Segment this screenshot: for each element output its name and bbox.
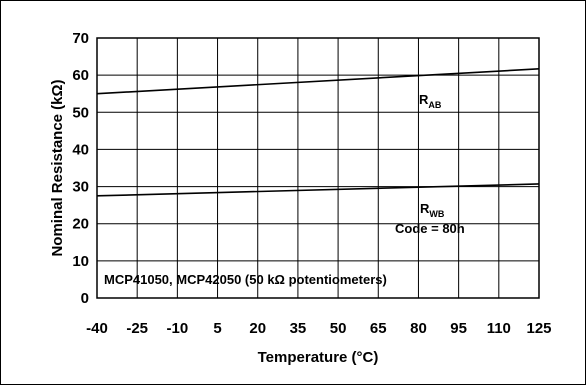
x-tick-label: 35 (290, 320, 307, 337)
x-tick-labels: -40 -25 -10 5 20 35 50 65 80 95 110 125 (86, 320, 551, 337)
y-tick-label: 20 (72, 216, 89, 233)
x-tick-label: -10 (167, 320, 189, 337)
series-label-rwb-main: R (420, 201, 430, 216)
x-tick-label: 50 (330, 320, 347, 337)
device-annotation: MCP41050, MCP42050 (50 kΩ potentiometers… (104, 272, 387, 287)
x-tick-label: 5 (213, 320, 221, 337)
series-label-rab: RAB (419, 92, 442, 110)
y-tick-label: 30 (72, 179, 89, 196)
series-line-rwb (96, 183, 540, 197)
series-label-rwb: RWB (420, 201, 445, 219)
x-tick-label: 110 (487, 320, 511, 337)
series-label-rwb-sub: WB (429, 209, 444, 219)
code-annotation: Code = 80h (395, 221, 465, 236)
series-line-rab (96, 68, 540, 95)
y-tick-label: 50 (72, 104, 89, 121)
grid (96, 37, 540, 299)
x-tick-label: -25 (126, 320, 148, 337)
x-tick-label: 125 (526, 320, 551, 337)
y-tick-label: 10 (72, 253, 89, 270)
y-tick-label: 40 (72, 141, 89, 158)
x-axis-title: Temperature (°C) (258, 349, 379, 366)
y-tick-label: 60 (72, 67, 89, 84)
x-tick-label: 95 (450, 320, 467, 337)
y-tick-label: 70 (72, 30, 89, 47)
series-lines (96, 68, 540, 197)
series-label-rab-sub: AB (428, 100, 441, 110)
x-tick-label: 80 (410, 320, 427, 337)
series-label-rab-main: R (419, 92, 429, 107)
x-tick-label: 20 (249, 320, 266, 337)
x-tick-label: 65 (370, 320, 387, 337)
y-tick-labels: 0 10 20 30 40 50 60 70 (72, 30, 89, 307)
x-tick-label: -40 (86, 320, 108, 337)
y-axis-title: Nominal Resistance (kΩ) (49, 79, 66, 256)
plot-area-border (96, 37, 540, 299)
y-tick-label: 0 (81, 290, 89, 307)
